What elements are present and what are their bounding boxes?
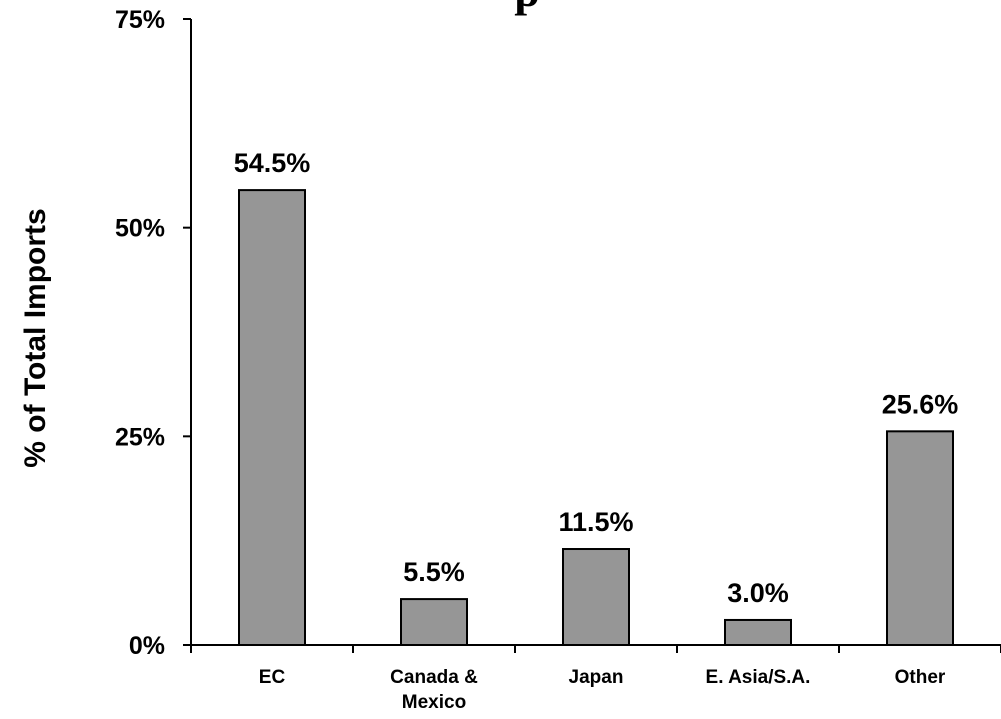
x-category-label: Canada &: [390, 667, 478, 688]
x-category-label: Other: [895, 667, 946, 688]
bar: [400, 598, 468, 646]
bar: [886, 430, 954, 647]
bar-value-label: 3.0%: [727, 578, 789, 608]
bar-value-label: 11.5%: [558, 507, 633, 537]
y-axis-label: % of Total Imports: [19, 208, 52, 467]
y-tick-label: 25%: [115, 423, 165, 451]
bar: [238, 189, 306, 647]
bar-value-label: 5.5%: [403, 557, 465, 587]
bars: 54.5% 5.5% 11.5% 3.0% 25.6%: [234, 148, 959, 647]
x-category-label: Mexico: [402, 692, 466, 713]
chart-title-fragment: p: [514, 0, 540, 16]
axes: 0% 25% 50% 75% EC Canada & Mexico Japan E. Asia/…: [115, 6, 1001, 713]
x-category-label: EC: [259, 667, 286, 688]
y-tick-label: 75%: [115, 6, 165, 34]
bar: [724, 618, 792, 647]
y-tick-label: 50%: [115, 215, 165, 243]
bar: [562, 548, 630, 646]
bar-value-label: 54.5%: [234, 148, 311, 178]
y-tick-label: 0%: [129, 632, 165, 660]
x-category-label: E. Asia/S.A.: [706, 667, 811, 688]
bar-value-label: 25.6%: [882, 389, 959, 419]
x-category-label: Japan: [569, 667, 624, 688]
